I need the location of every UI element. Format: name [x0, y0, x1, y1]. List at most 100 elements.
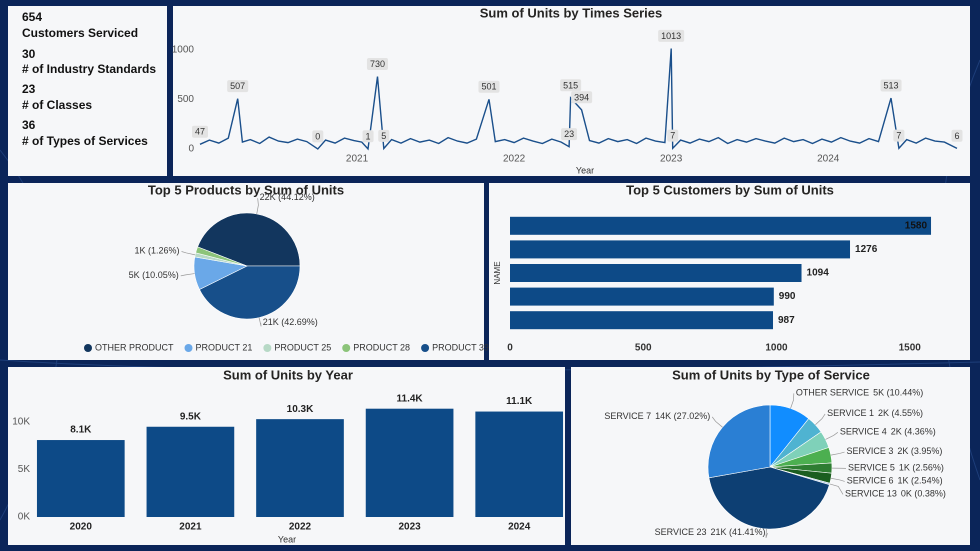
x-tick-label: 0	[507, 343, 513, 354]
leader-line	[180, 273, 195, 277]
slice-label: SERVICE 4 2K (4.36%)	[840, 427, 936, 437]
slice-name: SERVICE 13	[845, 489, 897, 499]
data-label: 1276	[855, 244, 878, 255]
data-label: 6	[954, 131, 959, 141]
y-tick-label: 5K	[18, 464, 31, 475]
kpi-label: # of Classes	[22, 98, 92, 112]
leader-line	[256, 198, 259, 214]
pie-slice	[707, 404, 771, 479]
slice-label: 5K (10.05%)	[129, 270, 179, 280]
slice-label: SERVICE 3 2K (3.95%)	[847, 446, 943, 456]
legend-label: OTHER PRODUCT	[95, 342, 174, 352]
slice-value: 14K (27.02%)	[655, 411, 710, 421]
kpi-card: 654 Customers Serviced 30 # of Industry …	[22, 10, 156, 148]
leader-line	[815, 413, 826, 426]
bar	[510, 287, 774, 306]
slice-value: 2K (4.36%)	[891, 427, 936, 437]
slice-value: 5K (10.44%)	[873, 388, 923, 398]
slice-label: SERVICE 13 0K (0.38%)	[845, 489, 946, 499]
chart-title: Sum of Units by Times Series	[480, 5, 663, 20]
leader-line	[825, 432, 839, 440]
data-label-bg	[561, 128, 578, 141]
data-label-bg	[366, 57, 388, 70]
bar	[36, 440, 125, 517]
bar	[510, 311, 774, 330]
slice-name: SERVICE 7	[604, 411, 651, 421]
legend-swatch	[342, 344, 351, 352]
slice-value: 1K (2.56%)	[899, 463, 944, 473]
legend-swatch	[421, 344, 430, 352]
data-label: 513	[884, 81, 899, 91]
data-label: 8.1K	[70, 425, 92, 436]
slice-label: 22K (44.12%)	[260, 193, 315, 203]
legend-label: PRODUCT 25	[274, 342, 331, 352]
data-label: 5	[381, 131, 386, 141]
chart-title: Top 5 Products by Sum of Units	[148, 182, 344, 197]
leader-line	[790, 393, 795, 409]
kpi-label: Customers Serviced	[22, 26, 138, 40]
data-label: 987	[778, 315, 795, 326]
data-label-bg	[478, 80, 500, 93]
kpi-value: 30	[22, 47, 36, 61]
data-label: 7	[896, 131, 901, 141]
slice-name: SERVICE 1	[827, 408, 874, 418]
slice-label: 1K (1.26%)	[135, 246, 180, 256]
x-tick-label: 2022	[503, 154, 526, 165]
kpi-label: # of Types of Services	[22, 134, 148, 148]
leader-line	[711, 416, 723, 428]
data-label-bg	[658, 29, 685, 42]
legend-swatch	[184, 344, 193, 352]
data-label-bg	[667, 129, 679, 142]
data-label: 7	[670, 131, 675, 141]
legend-label: PRODUCT 39	[432, 342, 489, 352]
slice-label: SERVICE 5 1K (2.56%)	[848, 463, 944, 473]
data-label: 1	[366, 131, 371, 141]
y-axis-title: NAME	[493, 261, 502, 284]
data-label-bg	[362, 130, 374, 143]
bar	[146, 426, 235, 517]
x-tick-label: 2024	[508, 522, 531, 533]
x-tick-label: 2024	[817, 154, 840, 165]
bar	[510, 240, 851, 259]
data-label-bg	[191, 125, 209, 138]
leader-line	[258, 317, 262, 327]
data-label: 11.4K	[397, 393, 424, 404]
x-tick-label: 500	[635, 343, 652, 354]
legend-swatch	[263, 344, 272, 352]
kpi-value: 36	[22, 118, 36, 132]
y-tick-label: 0K	[18, 512, 31, 523]
data-label: 507	[230, 81, 245, 91]
x-tick-label: 2021	[346, 154, 369, 165]
data-label-bg	[378, 129, 390, 142]
slice-label: OTHER SERVICE 5K (10.44%)	[796, 388, 923, 398]
slice-name: SERVICE 5	[848, 463, 895, 473]
slice-name: OTHER SERVICE	[796, 388, 869, 398]
bar	[475, 411, 564, 517]
slice-label: SERVICE 1 2K (4.55%)	[827, 408, 923, 418]
x-tick-label: 2023	[660, 154, 683, 165]
slice-label: SERVICE 23 21K (41.41%)	[655, 527, 766, 537]
slice-label: SERVICE 7 14K (27.02%)	[604, 411, 710, 421]
data-label: 47	[195, 127, 205, 137]
x-tick-label: 1000	[765, 343, 788, 354]
chart-title: Top 5 Customers by Sum of Units	[626, 182, 834, 197]
data-label-bg	[312, 130, 324, 143]
kpi-panel	[8, 6, 167, 176]
slice-name: SERVICE 3	[847, 446, 894, 456]
data-label-bg	[893, 129, 905, 142]
slice-name: SERVICE 23	[655, 527, 707, 537]
y-tick-label: 10K	[12, 417, 30, 428]
leader-line	[829, 483, 844, 495]
data-label: 1580	[905, 220, 928, 231]
leader-line	[830, 451, 845, 456]
data-label: 23	[564, 129, 574, 139]
bar	[365, 408, 454, 517]
data-label: 9.5K	[180, 411, 202, 422]
y-tick-label: 0	[188, 144, 194, 155]
slice-value: 5K (10.05%)	[129, 270, 179, 280]
x-tick-label: 2023	[398, 522, 421, 533]
data-label: 515	[563, 80, 578, 90]
chart-title: Sum of Units by Type of Service	[672, 367, 870, 382]
